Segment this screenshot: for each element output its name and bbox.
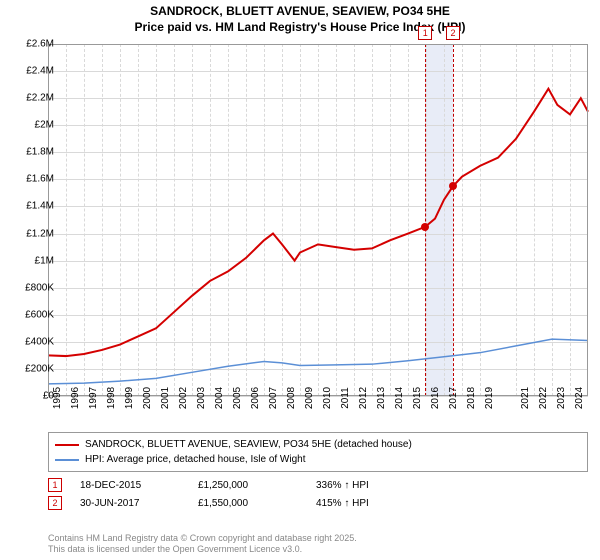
x-tick-label: 2023 (556, 387, 567, 409)
x-tick-label: 2012 (358, 387, 369, 409)
x-tick-label: 2019 (484, 387, 495, 409)
legend: SANDROCK, BLUETT AVENUE, SEAVIEW, PO34 5… (48, 432, 588, 472)
x-tick-label: 2009 (304, 387, 315, 409)
x-tick-label: 2022 (538, 387, 549, 409)
y-tick-label: £2.6M (26, 39, 54, 50)
x-tick-label: 2008 (286, 387, 297, 409)
x-tick-label: 2013 (376, 387, 387, 409)
x-tick-label: 2000 (142, 387, 153, 409)
x-tick-label: 2010 (322, 387, 333, 409)
chart-container: SANDROCK, BLUETT AVENUE, SEAVIEW, PO34 5… (0, 0, 600, 560)
x-tick-label: 2006 (250, 387, 261, 409)
row-marker: 1 (48, 478, 62, 492)
legend-item: HPI: Average price, detached house, Isle… (55, 452, 581, 467)
y-tick-label: £800K (25, 282, 54, 293)
table-row: 2 30-JUN-2017 £1,550,000 415% ↑ HPI (48, 494, 588, 512)
x-tick-label: 1995 (52, 387, 63, 409)
x-tick-label: 2011 (340, 387, 351, 409)
row-marker: 2 (48, 496, 62, 510)
table-row: 1 18-DEC-2015 £1,250,000 336% ↑ HPI (48, 476, 588, 494)
y-tick-label: £1.6M (26, 174, 54, 185)
x-tick-label: 2007 (268, 387, 279, 409)
row-date: 30-JUN-2017 (80, 498, 180, 509)
x-tick-label: 2018 (466, 387, 477, 409)
x-tick-label: 2004 (214, 387, 225, 409)
sale-marker-box: 2 (446, 26, 460, 40)
legend-swatch (55, 444, 79, 446)
line-series (48, 44, 588, 396)
title-line1: SANDROCK, BLUETT AVENUE, SEAVIEW, PO34 5… (0, 4, 600, 20)
y-tick-label: £400K (25, 336, 54, 347)
x-tick-label: 1999 (124, 387, 135, 409)
x-tick-label: 2021 (520, 387, 531, 409)
x-tick-label: 1997 (88, 387, 99, 409)
legend-label: SANDROCK, BLUETT AVENUE, SEAVIEW, PO34 5… (85, 437, 412, 452)
series-line (48, 89, 588, 356)
x-tick-label: 2015 (412, 387, 423, 409)
sales-table: 1 18-DEC-2015 £1,250,000 336% ↑ HPI 2 30-JUN-… (48, 476, 588, 512)
legend-swatch (55, 459, 79, 461)
y-tick-label: £1.8M (26, 147, 54, 158)
footer: Contains HM Land Registry data © Crown c… (48, 533, 357, 556)
row-price: £1,250,000 (198, 480, 298, 491)
series-line (48, 339, 588, 384)
footer-line1: Contains HM Land Registry data © Crown c… (48, 533, 357, 545)
x-tick-label: 2014 (394, 387, 405, 409)
sale-marker-box: 1 (418, 26, 432, 40)
y-tick-label: £600K (25, 309, 54, 320)
row-delta: 415% ↑ HPI (316, 498, 369, 509)
plot-area: 12 (48, 44, 588, 396)
x-tick-label: 1998 (106, 387, 117, 409)
y-tick-label: £2.2M (26, 93, 54, 104)
x-tick-label: 2017 (448, 387, 459, 409)
y-tick-label: £1.4M (26, 201, 54, 212)
x-tick-label: 2005 (232, 387, 243, 409)
x-tick-label: 2001 (160, 387, 171, 409)
title-line2: Price paid vs. HM Land Registry's House … (0, 20, 600, 36)
x-tick-label: 2016 (430, 387, 441, 409)
y-tick-label: £200K (25, 363, 54, 374)
y-tick-label: £2M (35, 120, 54, 131)
x-tick-label: 2002 (178, 387, 189, 409)
legend-label: HPI: Average price, detached house, Isle… (85, 452, 306, 467)
x-tick-label: 2003 (196, 387, 207, 409)
x-tick-label: 1996 (70, 387, 81, 409)
row-delta: 336% ↑ HPI (316, 480, 369, 491)
y-tick-label: £1.2M (26, 228, 54, 239)
row-date: 18-DEC-2015 (80, 480, 180, 491)
legend-item: SANDROCK, BLUETT AVENUE, SEAVIEW, PO34 5… (55, 437, 581, 452)
row-price: £1,550,000 (198, 498, 298, 509)
y-tick-label: £1M (35, 255, 54, 266)
footer-line2: This data is licensed under the Open Gov… (48, 544, 357, 556)
x-tick-label: 2024 (574, 387, 585, 409)
y-tick-label: £2.4M (26, 66, 54, 77)
chart-title: SANDROCK, BLUETT AVENUE, SEAVIEW, PO34 5… (0, 0, 600, 35)
